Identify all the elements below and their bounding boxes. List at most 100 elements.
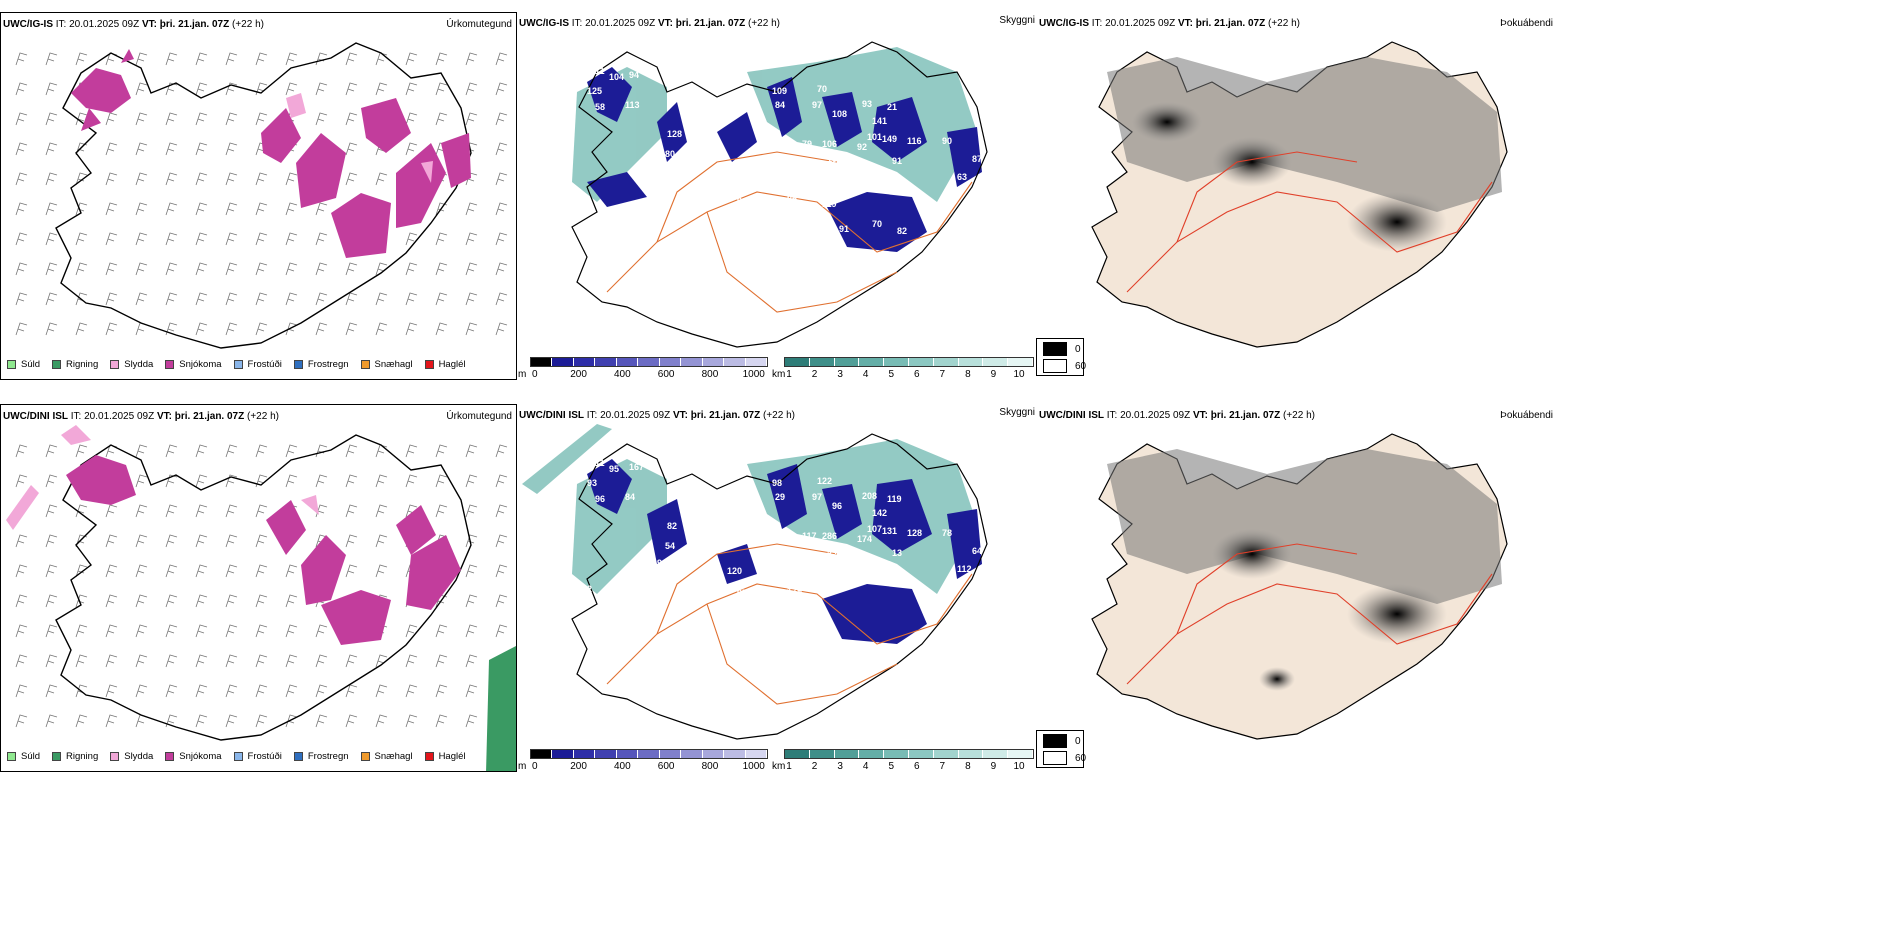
colorbar-bin bbox=[1008, 750, 1033, 758]
cloud-base-label: 11 bbox=[595, 458, 605, 468]
wind-barb bbox=[375, 82, 388, 96]
wind-barb bbox=[135, 474, 148, 488]
wind-barb bbox=[435, 714, 448, 728]
cloud-base-label: 95 bbox=[609, 464, 619, 474]
wind-barb bbox=[465, 594, 478, 608]
legend-swatch bbox=[233, 360, 243, 369]
colorbar-bin bbox=[859, 750, 885, 758]
wind-barb bbox=[345, 534, 358, 548]
wind-barb bbox=[375, 444, 388, 458]
cloud-base-label: 80 bbox=[665, 149, 675, 159]
wind-barb bbox=[345, 172, 358, 186]
wind-barb bbox=[45, 534, 58, 548]
cloud-base-label: 109 bbox=[772, 86, 787, 96]
wind-barb bbox=[75, 262, 88, 276]
wind-barb bbox=[345, 142, 358, 156]
cloud-base-label: 63 bbox=[957, 172, 967, 182]
sleet-areas bbox=[6, 425, 319, 530]
colorbar-bin bbox=[908, 750, 934, 758]
cloud-base-label: 95 bbox=[737, 588, 747, 598]
cloud-base-label: 90 bbox=[942, 136, 952, 146]
wind-barb bbox=[375, 504, 388, 518]
wind-barb bbox=[75, 444, 88, 458]
wind-barb bbox=[15, 112, 28, 126]
colorbar-unit: m bbox=[518, 369, 527, 380]
wind-barb bbox=[255, 714, 268, 728]
wind-barb bbox=[255, 684, 268, 698]
cloud-base-label: 104 bbox=[609, 72, 624, 82]
wind-barb bbox=[15, 172, 28, 186]
colorbar-bin bbox=[681, 358, 703, 366]
wind-barb bbox=[45, 504, 58, 518]
cloud-base-label: 142 bbox=[872, 508, 887, 518]
cloud-base-label: 112 bbox=[957, 564, 972, 574]
cloud-base-label: 113 bbox=[625, 100, 640, 110]
colorbar-tick: 4 bbox=[862, 369, 869, 380]
wind-barb bbox=[405, 232, 418, 246]
colorbar-bin bbox=[659, 358, 682, 366]
colorbar-bin bbox=[573, 358, 596, 366]
wind-barb bbox=[225, 202, 238, 216]
wind-barb bbox=[495, 504, 508, 518]
legend-label: Snjókoma bbox=[179, 359, 222, 370]
wind-barb bbox=[405, 142, 418, 156]
fog-shading bbox=[1107, 449, 1502, 691]
wind-barb bbox=[465, 714, 478, 728]
fog-panel-row2: UWC/DINI ISL IT: 20.01.2025 09Z VT: þri.… bbox=[1037, 404, 1555, 772]
wind-barb bbox=[345, 292, 358, 306]
iceland-map-cloud: 11 104 94 125 58 113 128 80 93 60 59 164 94 85 109 70 97… bbox=[571, 41, 988, 348]
wind-barb bbox=[255, 534, 268, 548]
colorbar-tick: 7 bbox=[939, 761, 946, 772]
wind-barb bbox=[495, 444, 508, 458]
colorbar-bin bbox=[958, 358, 984, 366]
wind-barb bbox=[255, 232, 268, 246]
fog-legend-row1: 0 60 bbox=[1036, 338, 1086, 376]
cloud-base-label: 120 bbox=[727, 566, 742, 576]
legend-label: Frostregn bbox=[307, 751, 349, 762]
wind-barb bbox=[345, 322, 358, 336]
cloud-base-label: 93 bbox=[657, 166, 667, 176]
wind-barb bbox=[75, 142, 88, 156]
wind-barb bbox=[435, 474, 448, 488]
wind-barb bbox=[45, 322, 58, 336]
legend-label: Súld bbox=[21, 359, 41, 370]
wind-barb bbox=[495, 172, 508, 186]
wind-barb bbox=[45, 474, 58, 488]
wind-barb bbox=[195, 82, 208, 96]
wind-barb bbox=[315, 474, 328, 488]
wind-barb bbox=[495, 624, 508, 638]
wind-barb bbox=[435, 262, 448, 276]
wind-barb bbox=[435, 292, 448, 306]
colorbar-strip bbox=[784, 749, 1034, 759]
cloud-base-label: 125 bbox=[587, 86, 602, 96]
wind-barb bbox=[195, 322, 208, 336]
legend-swatch bbox=[424, 752, 434, 761]
fog-title-row1: Þokuábendi bbox=[1500, 18, 1553, 29]
cloud-base-colorbar-row2: m 0 200 400 600 800 1000 bbox=[518, 749, 768, 773]
wind-barb bbox=[225, 172, 238, 186]
wind-barb bbox=[465, 504, 478, 518]
wind-barb bbox=[225, 52, 238, 66]
cloud-base-label: 91 bbox=[839, 224, 849, 234]
wind-barb bbox=[45, 172, 58, 186]
wind-barb bbox=[495, 82, 508, 96]
legend-label: Haglél bbox=[438, 751, 466, 762]
cloud-base-label: 82 bbox=[897, 226, 907, 236]
colorbar-tick: 800 bbox=[701, 369, 719, 380]
wind-barb bbox=[495, 534, 508, 548]
wind-barb bbox=[345, 654, 358, 668]
wind-barb bbox=[105, 654, 118, 668]
wind-barb bbox=[345, 474, 358, 488]
wind-barb bbox=[45, 52, 58, 66]
colorbar-tick: 7 bbox=[939, 369, 946, 380]
colorbar-strip bbox=[784, 357, 1034, 367]
legend-label: Snjókoma bbox=[179, 751, 222, 762]
wind-barb bbox=[285, 52, 298, 66]
legend-item: Frostregn bbox=[293, 359, 349, 370]
colorbar-tick: 9 bbox=[990, 761, 997, 772]
wind-barb bbox=[195, 564, 208, 578]
legend-item: Rigning bbox=[52, 359, 98, 370]
wind-barb bbox=[495, 52, 508, 66]
colorbar-tick: 6 bbox=[913, 761, 920, 772]
colorbar-strip bbox=[530, 357, 768, 367]
